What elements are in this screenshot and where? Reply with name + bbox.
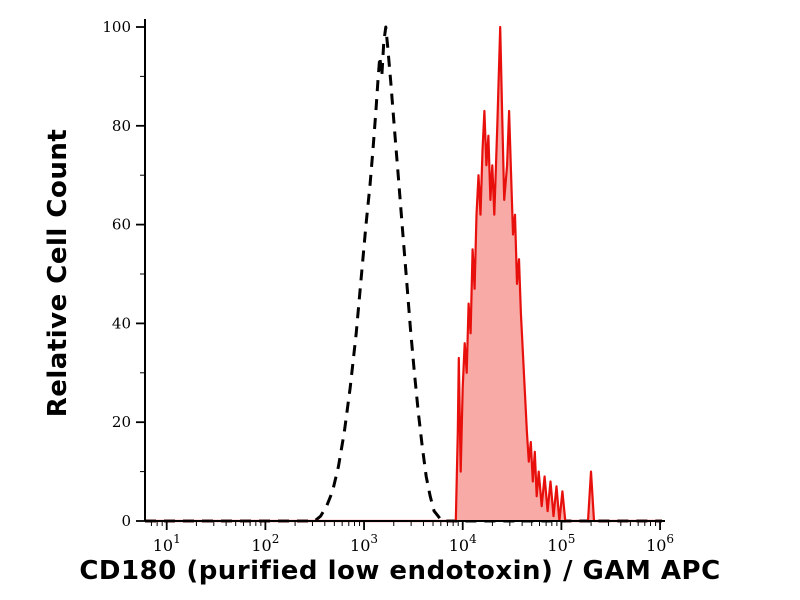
x-tick-label: 104 bbox=[449, 532, 477, 555]
x-tick-label: 103 bbox=[350, 532, 378, 555]
x-tick-label: 101 bbox=[153, 532, 181, 555]
y-tick-label: 40 bbox=[112, 314, 131, 332]
cd180_red-fill bbox=[145, 27, 662, 521]
x-tick-label: 106 bbox=[646, 532, 674, 555]
cd180_red-line bbox=[145, 25, 662, 523]
x-tick-label: 102 bbox=[251, 532, 279, 555]
y-tick-label: 0 bbox=[121, 512, 131, 530]
x-axis-title: CD180 (purified low endotoxin) / GAM APC bbox=[79, 556, 721, 586]
y-axis-title: Relative Cell Count bbox=[43, 128, 73, 418]
y-tick-label: 80 bbox=[112, 117, 131, 135]
x-tick-label: 105 bbox=[547, 532, 575, 555]
y-tick-label: 60 bbox=[112, 216, 131, 234]
y-tick-label: 100 bbox=[102, 18, 131, 36]
control_dashed-line bbox=[145, 25, 662, 523]
y-tick-label: 20 bbox=[112, 413, 131, 431]
